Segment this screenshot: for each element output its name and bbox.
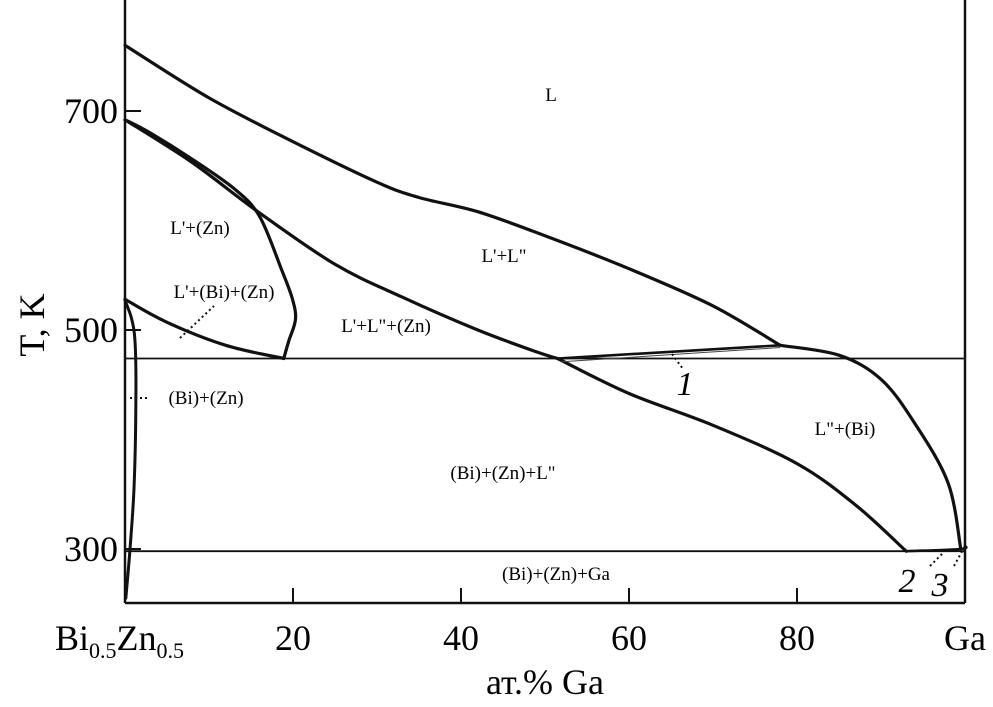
region-label-l-prime-zn: L'+(Zn) bbox=[170, 218, 230, 239]
y-axis-title: T, K bbox=[12, 293, 52, 356]
region-label-l-dprime-bi: L"+(Bi) bbox=[815, 419, 876, 440]
boundary-eutectic-tie-right bbox=[904, 544, 968, 553]
x-tick-label-80: 80 bbox=[779, 618, 815, 658]
boundary-miscibility-left bbox=[123, 118, 560, 361]
y-tick-label-700: 700 bbox=[64, 91, 118, 131]
x-tick-label-40: 40 bbox=[443, 618, 479, 658]
boundary-bi-solvus bbox=[123, 297, 286, 361]
region-label-l: L bbox=[545, 85, 557, 106]
region-label-bi-zn-ga: (Bi)+(Zn)+Ga bbox=[502, 564, 611, 585]
leader-callout-1 bbox=[671, 353, 684, 370]
leader-l-prime-bi-zn bbox=[179, 305, 215, 339]
region-label-l-prime-l-dprime: L'+L" bbox=[481, 246, 526, 267]
x-axis-title: ат.% Ga bbox=[486, 662, 604, 702]
leader-callout-2 bbox=[929, 551, 945, 567]
region-label-l-prime-l-dprime-zn: L'+L"+(Zn) bbox=[341, 316, 431, 337]
boundary-bi-liquidus bbox=[778, 343, 963, 551]
axis-ticks: 20 40 60 80 300 500 700 bbox=[64, 91, 815, 658]
region-label-l-prime-bi-zn: L'+(Bi)+(Zn) bbox=[174, 282, 275, 303]
boundary-zn-liquidus bbox=[123, 118, 298, 361]
boundary-monotectic-tie-inner bbox=[561, 347, 781, 363]
boundary-lower-boundary bbox=[556, 356, 908, 553]
x-left-end-label: Bi0.5Zn0.5 bbox=[55, 618, 184, 663]
boundary-liquidus bbox=[123, 43, 782, 347]
x-tick-label-20: 20 bbox=[275, 618, 311, 658]
callout-1: 1 bbox=[677, 366, 694, 403]
invariant-lines bbox=[125, 357, 965, 553]
boundary-left-solvus bbox=[123, 298, 138, 600]
y-tick-label-300: 300 bbox=[64, 529, 118, 569]
phase-boundaries bbox=[123, 43, 968, 600]
boundary-monotectic-tie bbox=[556, 344, 782, 360]
leader-callout-3 bbox=[953, 545, 966, 567]
callout-leaders bbox=[130, 305, 966, 567]
x-right-end-label: Ga bbox=[944, 618, 986, 658]
callout-2: 2 bbox=[899, 563, 916, 600]
callout-3: 3 bbox=[931, 567, 949, 604]
x-tick-label-60: 60 bbox=[611, 618, 647, 658]
region-label-bi-zn-l-dprime: (Bi)+(Zn)+L" bbox=[450, 463, 555, 484]
y-tick-label-500: 500 bbox=[64, 310, 118, 350]
region-label-bi-zn: (Bi)+(Zn) bbox=[168, 388, 243, 409]
